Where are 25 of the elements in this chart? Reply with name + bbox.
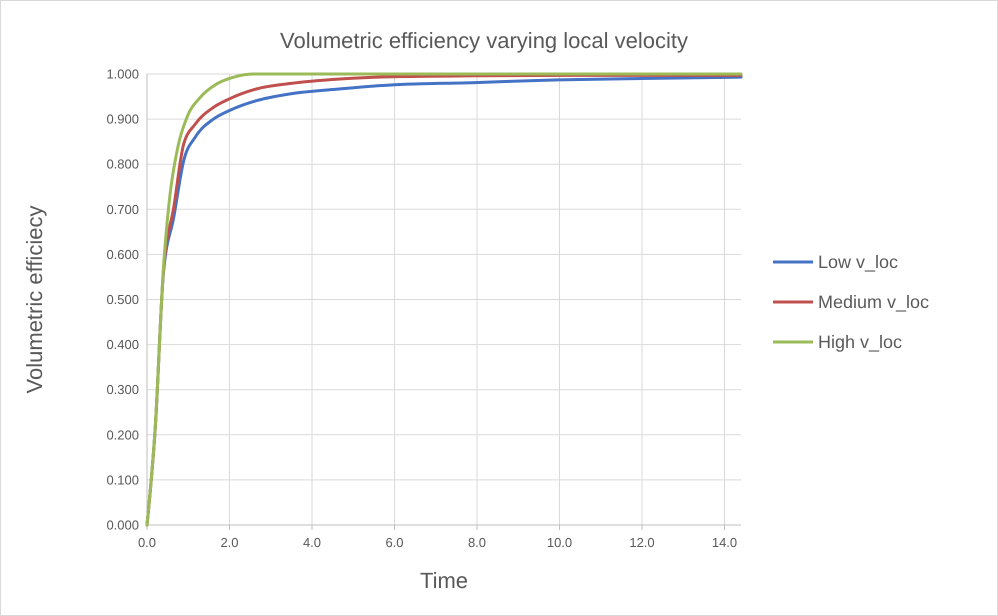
x-tick-label: 0.0	[138, 535, 156, 550]
y-tick-label: 0.400	[106, 337, 139, 352]
x-axis-title: Time	[420, 568, 468, 593]
y-tick-label: 0.600	[106, 246, 139, 262]
legend-label: Medium v_loc	[818, 292, 930, 312]
y-tick-label: 0.900	[106, 112, 139, 127]
y-tick-label: 0.200	[106, 427, 139, 442]
y-tick-label: 1.000	[106, 66, 139, 82]
x-tick-label: 8.0	[468, 535, 486, 550]
x-tick-label: 12.0	[629, 535, 655, 550]
y-tick-label: 0.500	[106, 292, 139, 307]
y-tick-label: 0.700	[106, 202, 139, 217]
y-tick-label: 0.000	[106, 518, 139, 532]
y-tick-label: 0.800	[106, 156, 139, 172]
x-tick-label: 10.0	[546, 535, 572, 550]
y-axis-title: Volumetric efficiecy	[22, 206, 47, 394]
y-tick-label: 0.300	[106, 382, 139, 398]
legend-label: High v_loc	[818, 332, 902, 352]
x-tick-label: 2.0	[220, 535, 239, 550]
x-tick-label: 6.0	[385, 535, 404, 550]
x-tick-label: 14.0	[712, 535, 738, 550]
x-tick-label: 4.0	[302, 535, 322, 550]
y-tick-label: 0.100	[106, 472, 139, 488]
legend-label: Low v_loc	[818, 252, 898, 272]
chart-title: Volumetric efficiency varying local velocity	[280, 28, 688, 53]
